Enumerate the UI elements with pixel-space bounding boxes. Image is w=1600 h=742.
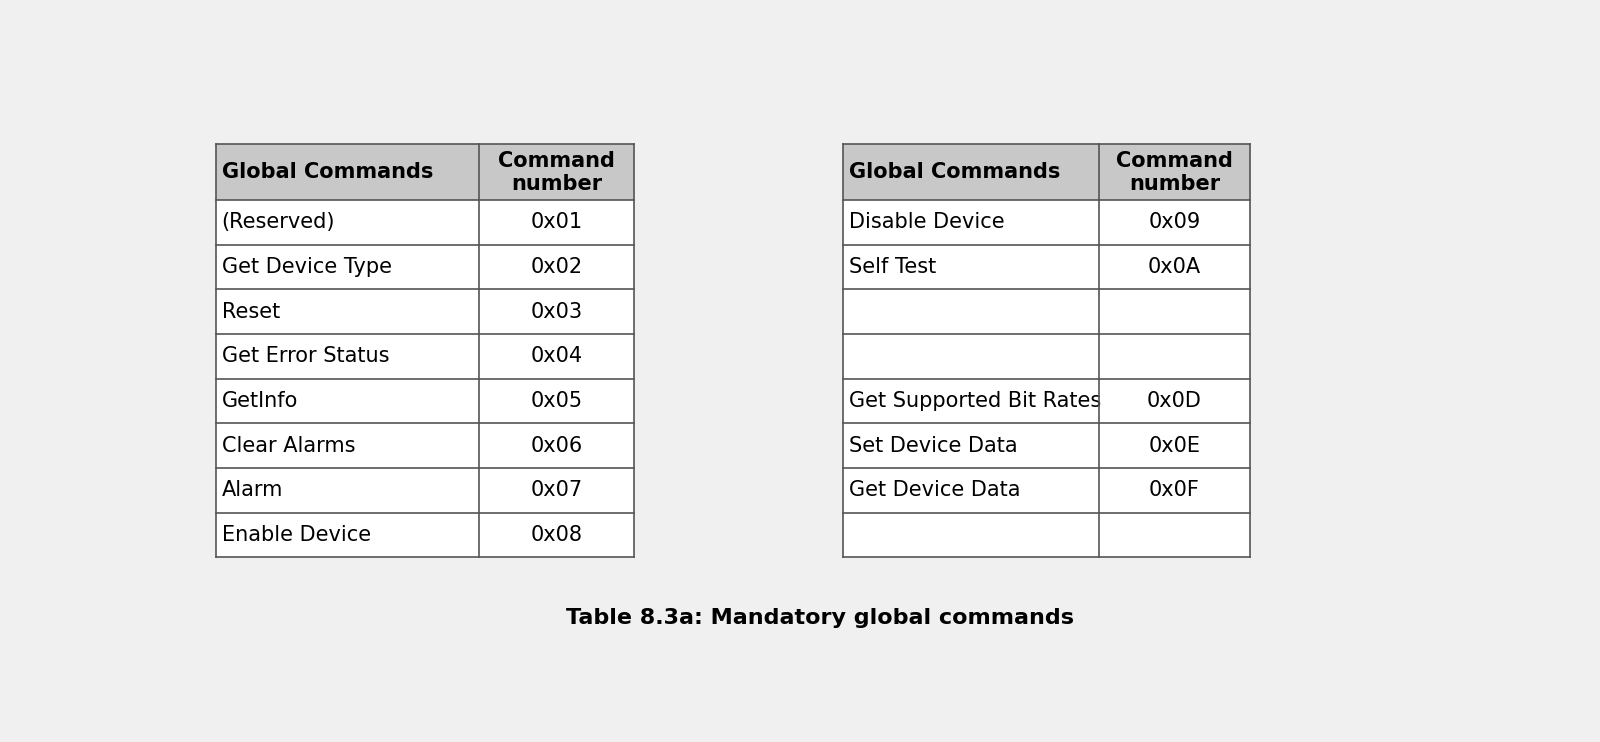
Text: Set Device Data: Set Device Data [850,436,1018,456]
Text: Table 8.3a: Mandatory global commands: Table 8.3a: Mandatory global commands [566,608,1074,628]
Text: 0x05: 0x05 [531,391,582,411]
Bar [216,145,634,200]
Text: 0x07: 0x07 [531,480,582,500]
Bar [216,334,634,378]
Text: Get Device Data: Get Device Data [850,480,1021,500]
Text: 0x01: 0x01 [531,212,582,232]
Bar [843,334,1250,378]
Text: Get Device Type: Get Device Type [222,257,392,277]
Text: Enable Device: Enable Device [222,525,371,545]
Bar [216,289,634,334]
Bar [843,423,1250,468]
Bar [216,423,634,468]
Text: Global Commands: Global Commands [222,162,434,183]
Text: 0x0F: 0x0F [1149,480,1200,500]
Text: Command
number: Command number [1117,151,1234,194]
Bar [843,468,1250,513]
Text: Alarm: Alarm [222,480,283,500]
Text: 0x0E: 0x0E [1149,436,1200,456]
Bar [216,468,634,513]
Bar [843,289,1250,334]
Bar [843,245,1250,289]
Text: GetInfo: GetInfo [222,391,298,411]
Text: 0x03: 0x03 [531,301,582,321]
Text: 0x08: 0x08 [531,525,582,545]
Text: Get Error Status: Get Error Status [222,347,389,367]
Bar [216,378,634,423]
Bar [216,513,634,557]
Text: Global Commands: Global Commands [850,162,1061,183]
Bar [843,200,1250,245]
Text: 0x02: 0x02 [531,257,582,277]
Bar [216,245,634,289]
Text: 0x06: 0x06 [530,436,582,456]
Text: Self Test: Self Test [850,257,936,277]
Text: Disable Device: Disable Device [850,212,1005,232]
Bar [843,145,1250,200]
Bar [843,513,1250,557]
Text: 0x0A: 0x0A [1149,257,1202,277]
Text: 0x09: 0x09 [1149,212,1200,232]
Text: (Reserved): (Reserved) [222,212,336,232]
Bar [843,378,1250,423]
Text: 0x04: 0x04 [531,347,582,367]
Text: Clear Alarms: Clear Alarms [222,436,355,456]
Text: Get Supported Bit Rates: Get Supported Bit Rates [850,391,1102,411]
Text: Command
number: Command number [498,151,614,194]
Bar [216,200,634,245]
Text: 0x0D: 0x0D [1147,391,1202,411]
Text: Reset: Reset [222,301,280,321]
